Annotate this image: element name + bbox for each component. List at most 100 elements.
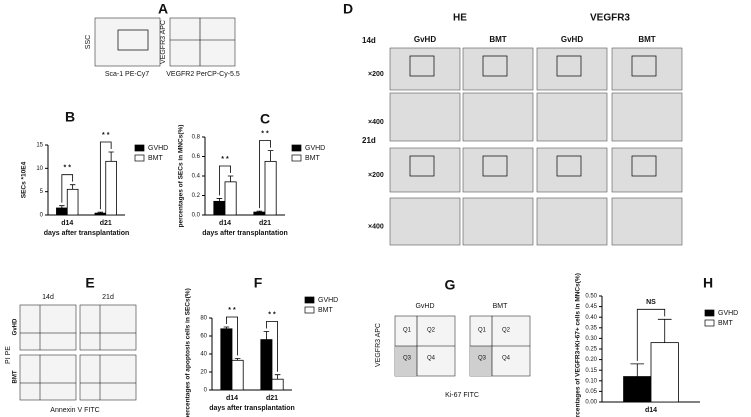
bar (105, 160, 117, 216)
x-axis-label: days after transplantation (202, 230, 288, 237)
panel-letter: F (254, 275, 263, 291)
y-tick-label: 0 (40, 213, 44, 219)
y-tick-label: 0.10 (585, 378, 597, 384)
panel-letter: D (343, 1, 353, 17)
y-tick-label: 0.2 (192, 193, 201, 199)
zoom-box (409, 55, 435, 77)
column-label: BMT (493, 303, 509, 310)
legend-label: BMT (718, 320, 734, 327)
header: HE (453, 13, 467, 24)
micrograph (462, 92, 534, 142)
column-label: BMT (489, 35, 506, 44)
micrograph (462, 47, 534, 91)
annotation: * * (221, 156, 229, 163)
bar (253, 211, 266, 216)
significance-bracket (636, 308, 666, 361)
y-tick-label: 10 (36, 166, 43, 172)
micrograph (611, 92, 683, 142)
panel-letter: H (703, 275, 713, 291)
legend-swatch (291, 154, 302, 162)
annotation: * * (228, 307, 236, 314)
error-bar (59, 205, 65, 208)
zoom-box (482, 155, 508, 177)
bar (271, 378, 284, 391)
panel-letter: G (445, 277, 456, 293)
bar (260, 339, 273, 391)
error-bar (274, 374, 281, 380)
micrograph (389, 197, 461, 246)
y-tick-label: 0.00 (585, 400, 597, 406)
bar (94, 212, 107, 216)
y-axis-label: SECs *10E4 (21, 161, 28, 198)
significance-bracket (99, 141, 112, 210)
micrograph (611, 47, 683, 91)
y-tick-label: 0.0 (192, 213, 201, 219)
quadrant-label: Q3 (403, 356, 412, 362)
error-bar (108, 151, 114, 162)
error-bar (630, 363, 645, 377)
legend-label: BMT (318, 307, 334, 314)
zoom-box (631, 155, 657, 177)
column-label: GvHD (561, 35, 583, 44)
micrograph (611, 147, 683, 193)
error-bar (234, 358, 241, 361)
zoom-box (631, 55, 657, 77)
annotation: * * (268, 311, 276, 318)
annotation: * * (64, 165, 72, 172)
bar (224, 181, 237, 216)
y-tick-label: 0.25 (585, 347, 597, 353)
zoom-box (482, 55, 508, 77)
x-tick-label: d21 (259, 220, 271, 227)
axis-label: SSC (85, 35, 92, 49)
x-tick-label: d14 (219, 220, 231, 227)
x-tick-label: d14 (645, 407, 657, 414)
flow-plot (169, 17, 236, 67)
y-tick-label: 0.40 (585, 315, 597, 321)
legend-label: GVHD (718, 310, 738, 317)
zoom-box (556, 155, 582, 177)
row-label: ×200 (368, 71, 384, 78)
legend-swatch (291, 144, 302, 152)
zoom-box (556, 55, 582, 77)
y-tick-label: 60 (200, 334, 207, 340)
bar (650, 342, 679, 403)
y-tick-label: 20 (200, 370, 207, 376)
bar (231, 359, 244, 391)
annotation: * * (102, 132, 110, 139)
legend-swatch (304, 306, 315, 314)
x-tick-label: d14 (61, 220, 73, 227)
significance-bracket (61, 174, 74, 203)
error-bar (69, 184, 76, 190)
error-bar (263, 331, 270, 340)
column-label: 21d (102, 294, 114, 301)
quadrant-label: Q2 (502, 328, 511, 334)
flow-plot (79, 354, 137, 401)
legend-swatch (704, 319, 715, 327)
micrograph (536, 47, 608, 91)
error-bar (267, 150, 274, 162)
y-axis-label: percentages of apoptosis cells in SECs(%… (185, 288, 192, 417)
bar (264, 160, 277, 216)
flow-plot (19, 354, 77, 401)
row-label: ×400 (368, 223, 384, 230)
panel-letter: A (158, 1, 168, 17)
flow-plot (79, 304, 137, 351)
quadrant-label: Q1 (478, 328, 487, 334)
legend-label: GVHD (318, 297, 338, 304)
zoom-box (409, 155, 435, 177)
quadrant-label: Q3 (478, 356, 487, 362)
bar (220, 328, 233, 391)
y-axis-label: percentages of VEGFR3+Ki-67+ cells in MN… (575, 273, 582, 417)
gate (117, 29, 149, 51)
x-axis-label: days after transplantation (44, 230, 130, 237)
legend-label: GVHD (305, 145, 325, 152)
error-bar (223, 326, 230, 329)
panel-letter: E (85, 275, 94, 291)
y-tick-label: 40 (200, 352, 207, 358)
micrograph (389, 47, 461, 91)
y-tick-label: 5 (40, 189, 44, 195)
y-tick-label: 0.4 (192, 174, 201, 180)
legend-label: BMT (305, 155, 321, 162)
legend-label: GVHD (148, 145, 168, 152)
